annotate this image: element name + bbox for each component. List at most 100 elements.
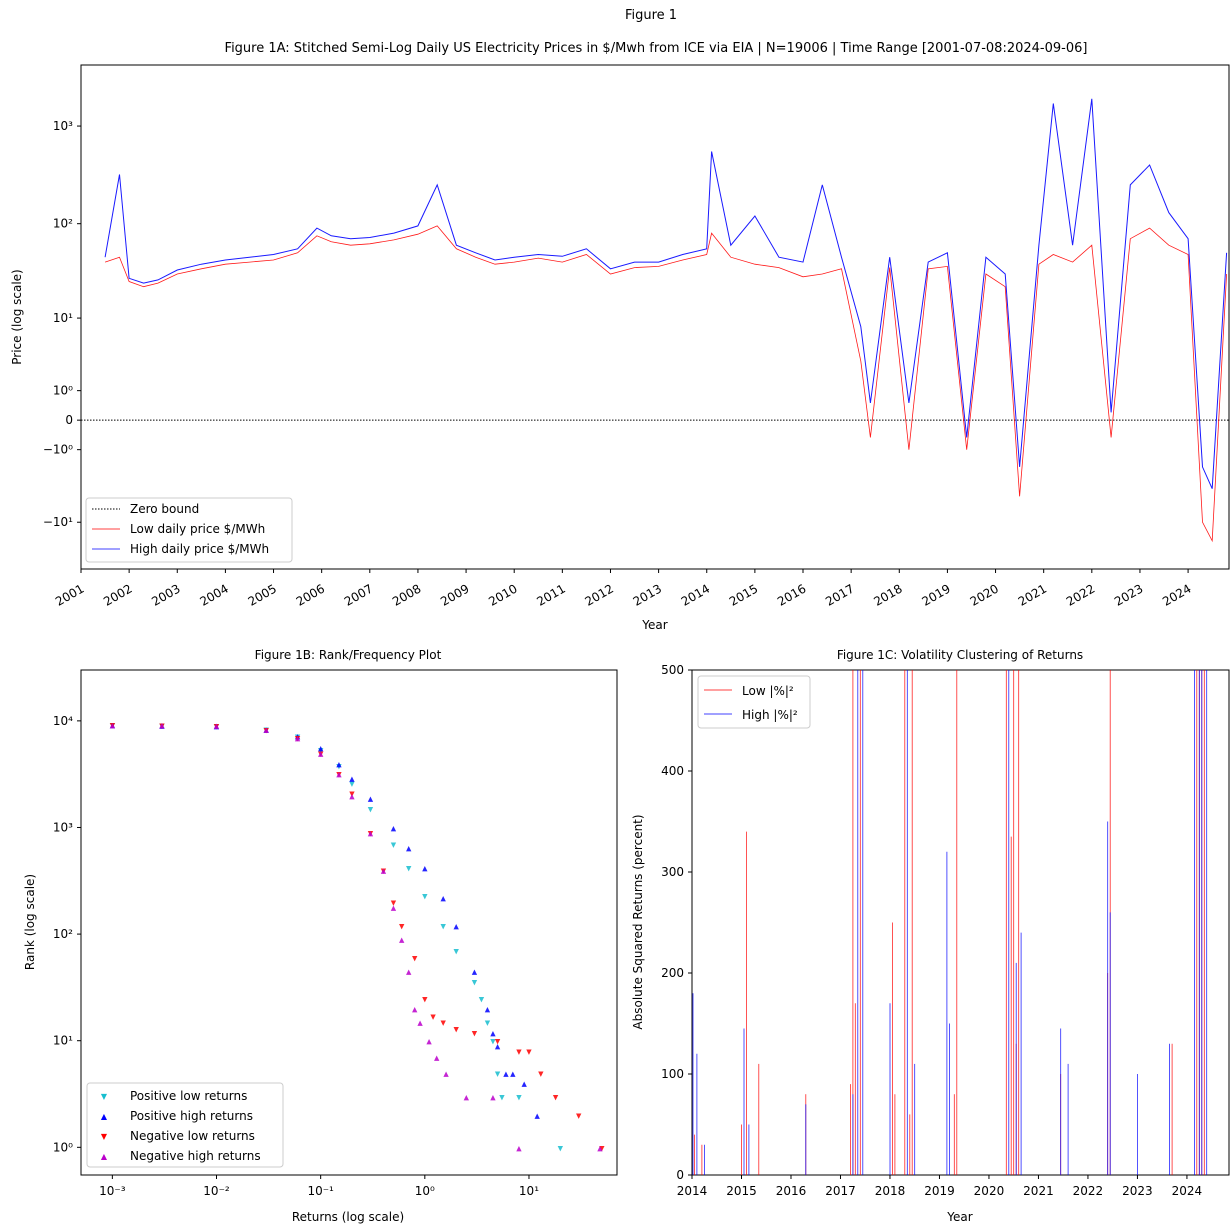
y-tick-label-1a: 10⁰ xyxy=(53,384,73,398)
panel-1c: Figure 1C: Volatility Clustering of Retu… xyxy=(631,648,1230,1224)
rank-point-1b: ▲ xyxy=(485,1006,491,1014)
rank-point-1b: ▲ xyxy=(368,795,374,803)
rank-point-1b: ▼ xyxy=(110,722,116,730)
rank-point-1b: ▼ xyxy=(399,923,405,931)
x-axis-label-1c: Year xyxy=(946,1210,972,1224)
legend-1b-label-neg-low: Negative low returns xyxy=(130,1129,255,1143)
y-tick-label-1c: 100 xyxy=(661,1067,684,1081)
rank-point-1b: ▲ xyxy=(472,968,478,976)
rank-point-1b: ▲ xyxy=(110,722,116,730)
rank-point-1b: ▼ xyxy=(538,1070,544,1078)
rank-point-1b: ▼ xyxy=(264,726,270,734)
rank-point-1b: ▲ xyxy=(159,722,165,730)
rank-point-1b: ▲ xyxy=(535,1112,541,1120)
plot-frame-1c xyxy=(691,669,1230,1176)
plot-frame-1b xyxy=(80,669,618,1176)
rank-point-1b: ▼ xyxy=(422,995,428,1003)
legend-1a-label-zero: Zero bound xyxy=(130,502,199,516)
rank-point-1b: ▲ xyxy=(406,968,412,976)
rank-point-1b: ▼ xyxy=(499,1094,505,1102)
x-tick-label-1a: 2010 xyxy=(486,581,519,608)
rank-point-1b: ▼ xyxy=(318,750,324,758)
rank-point-1b: ▼ xyxy=(295,734,301,742)
legend-1a-label-low: Low daily price $/MWh xyxy=(130,522,265,536)
rank-point-1b: ▲ xyxy=(110,722,116,730)
rank-point-1b: ▲ xyxy=(522,1080,528,1088)
rank-point-1b: ▲ xyxy=(318,750,324,758)
y-tick-label-1c: 0 xyxy=(676,1168,684,1182)
rank-point-1b: ▲ xyxy=(426,1038,432,1046)
x-tick-label-1b: 10⁰ xyxy=(415,1184,435,1198)
x-tick-label-1b: 10⁻³ xyxy=(99,1184,126,1198)
y-tick-label-1a: 10¹ xyxy=(53,311,73,325)
x-tick-label-1a: 2024 xyxy=(1160,581,1193,608)
x-tick-label-1c: 2023 xyxy=(1122,1184,1153,1198)
rank-point-1b: ▼ xyxy=(495,1038,501,1046)
rank-point-1b: ▼ xyxy=(472,978,478,986)
legend-1b-label-neg-high: Negative high returns xyxy=(130,1149,261,1163)
rank-point-1b: ▲ xyxy=(406,844,412,852)
rank-point-1b: ▼ xyxy=(391,841,397,849)
rank-point-1b: ▼ xyxy=(479,995,485,1003)
panel-1b: Figure 1B: Rank/Frequency Plot 10⁻³ 10⁻² 1… xyxy=(23,648,618,1224)
x-tick-label-1c: 2018 xyxy=(875,1184,906,1198)
legend-1b-label-pos-low: Positive low returns xyxy=(130,1089,247,1103)
rank-point-1b: ▼ xyxy=(368,806,374,814)
rank-point-1b: ▼ xyxy=(406,865,412,873)
y-tick-label-1b: 10⁰ xyxy=(53,1140,73,1154)
plot-frame-1a xyxy=(80,64,1230,570)
rank-point-1b: ▲ xyxy=(495,1043,501,1051)
rank-point-1b: ▲ xyxy=(516,1144,522,1152)
x-tick-label-1a: 2004 xyxy=(197,581,230,608)
rank-point-1b: ▼ xyxy=(349,790,355,798)
rank-point-1b: ▼ xyxy=(214,723,220,731)
rank-point-1b: ▲ xyxy=(422,865,428,873)
x-tick-label-1c: 2017 xyxy=(825,1184,856,1198)
rank-point-1b: ▼ xyxy=(159,722,165,730)
y-tick-label-1a: −10⁰ xyxy=(43,443,73,457)
y-tick-label-1a: 10³ xyxy=(53,119,73,133)
rank-point-1b: ▼ xyxy=(159,722,165,730)
legend-1c-frame xyxy=(697,675,811,729)
plot-area-1c: 2014 2015 2016 2017 2018 2019 2020 2021 2022 2023… xyxy=(661,663,1230,1198)
rank-point-1b: ▲ xyxy=(264,726,270,734)
rank-point-1b: ▲ xyxy=(434,1054,440,1062)
rank-point-1b: ▼ xyxy=(381,867,387,875)
legend-1b-marker-pos-high: ▲ xyxy=(101,1112,108,1121)
rank-point-1b: ▲ xyxy=(391,904,397,912)
x-tick-label-1a: 2006 xyxy=(294,581,327,608)
rank-point-1b: ▼ xyxy=(516,1048,522,1056)
rank-point-1b: ▼ xyxy=(264,727,270,735)
rank-point-1b: ▼ xyxy=(391,899,397,907)
legend-1a: Zero bound Low daily price $/MWh High da… xyxy=(85,497,293,563)
rank-point-1b: ▲ xyxy=(295,734,301,742)
x-tick-label-1a: 2022 xyxy=(1064,581,1097,608)
x-tick-label-1a: 2011 xyxy=(534,581,567,608)
rank-point-1b: ▲ xyxy=(368,829,374,837)
rank-point-1b: ▲ xyxy=(454,923,460,931)
rank-point-1b: ▼ xyxy=(441,923,447,931)
x-tick-label-1a: 2017 xyxy=(823,581,856,608)
x-tick-label-1c: 2016 xyxy=(776,1184,807,1198)
rank-point-1b: ▲ xyxy=(336,760,342,768)
y-tick-label-1c: 300 xyxy=(661,865,684,879)
legend-1a-frame xyxy=(85,497,293,563)
rank-point-1b: ▼ xyxy=(430,1013,436,1021)
rank-point-1b: ▲ xyxy=(391,825,397,833)
legend-1b-marker-pos-low: ▼ xyxy=(101,1092,108,1101)
chart-1c-title: Figure 1C: Volatility Clustering of Retu… xyxy=(837,648,1083,662)
rank-point-1b: ▲ xyxy=(464,1094,470,1102)
legend-1c: Low |%|² High |%|² xyxy=(697,675,811,729)
y-tick-label-1a: −10¹ xyxy=(43,515,73,529)
rank-point-1b: ▼ xyxy=(441,1019,447,1027)
chart-1a-title: Figure 1A: Stitched Semi-Log Daily US El… xyxy=(225,41,1088,56)
rank-point-1b: ▼ xyxy=(472,1029,478,1037)
rank-point-1b: ▼ xyxy=(454,1026,460,1034)
x-tick-label-1a: 2009 xyxy=(438,581,471,608)
rank-point-1b: ▼ xyxy=(295,733,301,741)
legend-1a-label-high: High daily price $/MWh xyxy=(130,542,269,556)
rank-point-1b: ▲ xyxy=(318,745,324,753)
x-tick-label-1a: 2014 xyxy=(679,581,712,608)
x-tick-label-1a: 2007 xyxy=(342,581,375,608)
